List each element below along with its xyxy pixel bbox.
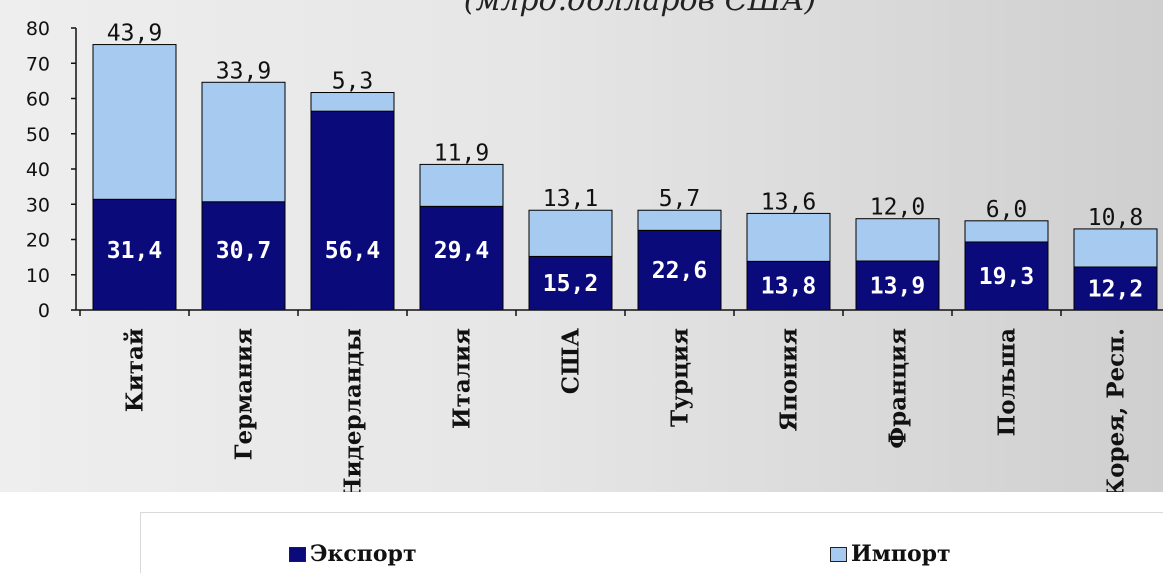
legend-swatch-import [830,546,847,562]
bar-import [201,81,286,203]
x-category-label: Германия [231,328,258,460]
y-tick-label: 80 [26,18,50,40]
y-tick-label: 20 [26,230,50,252]
data-label-import: 13,6 [761,189,816,215]
y-tick-label: 70 [26,53,50,75]
y-tick-label: 50 [26,124,50,146]
x-category-label: США [558,328,585,394]
data-label-import: 10,8 [1088,205,1143,231]
legend-swatch-export [289,546,306,562]
data-label-import: 13,1 [543,186,598,212]
bar-export [201,201,286,311]
data-label-import: 12,0 [870,195,925,221]
bar-export [637,229,722,311]
data-label-export: 15,2 [543,271,598,297]
x-category-label: Италия [449,328,476,429]
bar-import [746,212,831,262]
data-label-export: 13,9 [870,274,925,300]
bar-import [964,220,1049,243]
bar-import [92,44,177,200]
x-category-label: Нидерланды [340,328,367,492]
y-tick-label: 60 [26,89,50,111]
x-category-label: Япония [776,328,803,431]
y-tick-label: 10 [26,265,50,287]
data-label-export: 56,4 [325,238,380,264]
bar-export [746,260,831,311]
x-category-label: Польша [994,328,1021,437]
data-label-export: 29,4 [434,238,489,264]
data-label-export: 22,6 [652,258,707,284]
bar-export [310,110,395,311]
legend-label-import: Импорт [851,541,951,567]
bar-import [1073,228,1158,268]
bar-import [419,163,504,207]
chart-area: (млрд.долларов США) 43,9 31,4 33,9 30,7 5,3 5… [0,0,1163,492]
bar-import [310,92,395,112]
data-label-export: 30,7 [216,238,271,264]
legend: Экспорт Импорт [140,512,1163,573]
bar-import [528,209,613,257]
bar-import [637,209,722,231]
data-label-export: 31,4 [107,238,162,264]
data-label-import: 43,9 [107,21,162,47]
y-tick-label: 40 [26,159,50,181]
data-label-import: 5,3 [332,69,374,95]
data-label-export: 13,8 [761,274,816,300]
chart-title: (млрд.долларов США) [464,0,816,18]
bar-import [855,218,940,262]
legend-label-export: Экспорт [310,541,417,567]
data-label-export: 19,3 [979,264,1034,290]
x-category-label: Франция [885,328,912,449]
bar-export [528,255,613,311]
y-tick-label: 30 [26,194,50,216]
bar-export [964,241,1049,311]
x-category-label: Китай [122,328,149,412]
x-category-label: Корея, Респ. [1103,328,1130,492]
bar-export [92,198,177,311]
data-label-import: 5,7 [659,186,701,212]
legend-item-import: Импорт [830,541,951,567]
data-label-import: 6,0 [986,197,1028,223]
data-label-export: 12,2 [1088,276,1143,302]
data-label-import: 33,9 [216,58,271,84]
bar-chart: (млрд.долларов США) 43,9 31,4 33,9 30,7 5,3 5… [26,0,1163,492]
x-category-label: Турция [667,328,694,427]
legend-item-export: Экспорт [289,541,417,567]
data-label-import: 11,9 [434,140,489,166]
y-tick-label: 0 [38,300,50,322]
